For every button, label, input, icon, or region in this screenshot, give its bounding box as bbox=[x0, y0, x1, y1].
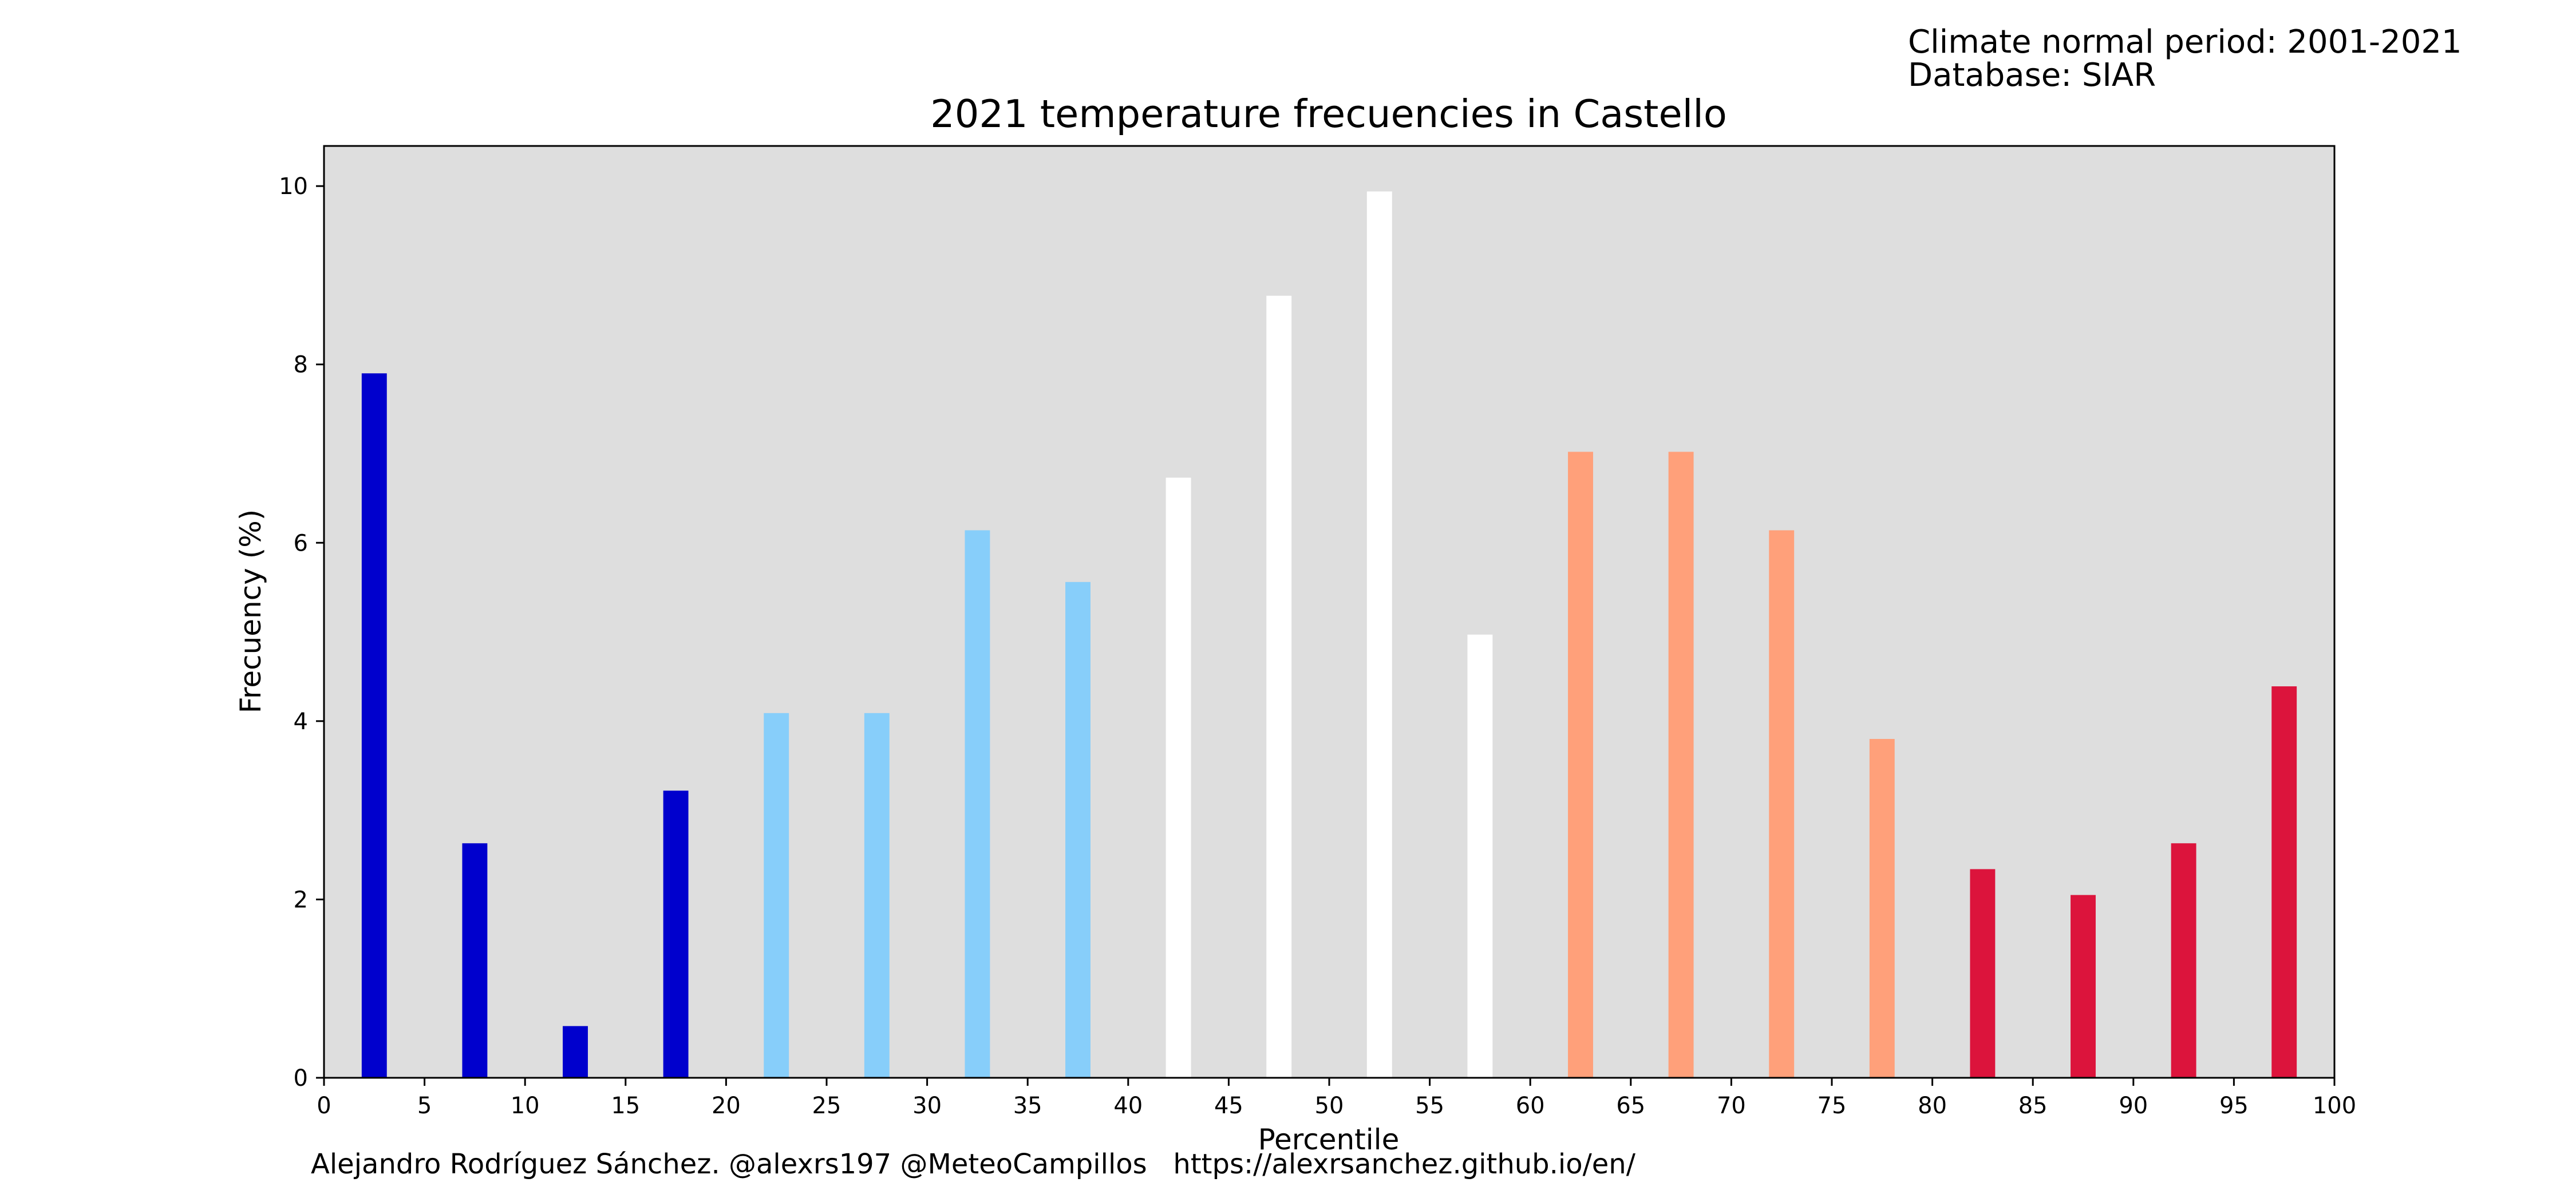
x-tick-label-9: 45 bbox=[1214, 1093, 1243, 1119]
x-tick-label-16: 80 bbox=[1918, 1093, 1947, 1119]
bar-5 bbox=[864, 713, 890, 1078]
x-tick-label-8: 40 bbox=[1113, 1093, 1143, 1119]
x-tick-label-0: 0 bbox=[317, 1093, 331, 1119]
plot-area bbox=[324, 146, 2334, 1078]
bar-4 bbox=[764, 713, 789, 1078]
y-tick-label-5: 10 bbox=[279, 173, 308, 200]
x-tick-label-10: 50 bbox=[1315, 1093, 1344, 1119]
x-tick-label-14: 70 bbox=[1717, 1093, 1746, 1119]
chart-title: 2021 temperature frecuencies in Castello bbox=[930, 92, 1727, 136]
y-tick-label-0: 0 bbox=[294, 1065, 308, 1092]
y-tick-label-4: 8 bbox=[294, 352, 308, 378]
bar-3 bbox=[663, 790, 689, 1078]
y-tick-label-3: 6 bbox=[294, 530, 308, 556]
x-tick-label-15: 75 bbox=[1818, 1093, 1847, 1119]
bar-1 bbox=[462, 843, 488, 1078]
bar-13 bbox=[1668, 452, 1694, 1078]
header-line-2: Database: SIAR bbox=[1908, 57, 2156, 94]
x-tick-label-1: 5 bbox=[417, 1093, 432, 1119]
plot-frame bbox=[323, 145, 2336, 1079]
x-tick-label-18: 90 bbox=[2119, 1093, 2148, 1119]
y-tick-label-2: 4 bbox=[294, 709, 308, 735]
bar-17 bbox=[2071, 895, 2096, 1078]
bar-14 bbox=[1769, 530, 1795, 1078]
bar-10 bbox=[1366, 191, 1392, 1078]
bar-9 bbox=[1266, 295, 1292, 1078]
x-tick-label-12: 60 bbox=[1516, 1093, 1545, 1119]
x-tick-label-6: 30 bbox=[912, 1093, 942, 1119]
y-axis-label: Frecuency (%) bbox=[234, 509, 267, 713]
y-tick-label-1: 2 bbox=[294, 887, 308, 913]
bar-7 bbox=[1065, 582, 1091, 1078]
x-tick-label-11: 55 bbox=[1415, 1093, 1444, 1119]
bar-6 bbox=[965, 530, 990, 1078]
x-tick-label-4: 20 bbox=[712, 1093, 741, 1119]
x-tick-label-5: 25 bbox=[812, 1093, 841, 1119]
bar-12 bbox=[1568, 452, 1593, 1078]
header-line-1: Climate normal period: 2001-2021 bbox=[1908, 23, 2462, 61]
bar-0 bbox=[361, 373, 387, 1078]
bar-18 bbox=[2171, 843, 2196, 1078]
x-tick-label-3: 15 bbox=[611, 1093, 640, 1119]
x-tick-label-7: 35 bbox=[1013, 1093, 1042, 1119]
bar-11 bbox=[1467, 634, 1493, 1078]
bar-16 bbox=[1970, 869, 1996, 1078]
bars-group bbox=[361, 191, 2297, 1078]
bar-8 bbox=[1165, 477, 1191, 1078]
ticks-group: 0 5 10 15 20 25 30 35 40 45 50 55 60 65 70 75 80 85 90 95 10… bbox=[279, 173, 2356, 1119]
x-axis-label: Percentile bbox=[1258, 1123, 1400, 1156]
x-tick-label-19: 95 bbox=[2219, 1093, 2249, 1119]
x-tick-label-2: 10 bbox=[511, 1093, 540, 1119]
bar-2 bbox=[563, 1026, 588, 1078]
x-tick-label-17: 85 bbox=[2018, 1093, 2048, 1119]
bar-15 bbox=[1869, 739, 1895, 1078]
bar-19 bbox=[2271, 686, 2297, 1078]
footer-credit: Alejandro Rodríguez Sánchez. @alexrs197 … bbox=[311, 1148, 1636, 1180]
x-tick-label-20: 100 bbox=[2313, 1093, 2356, 1119]
x-tick-label-13: 65 bbox=[1616, 1093, 1645, 1119]
